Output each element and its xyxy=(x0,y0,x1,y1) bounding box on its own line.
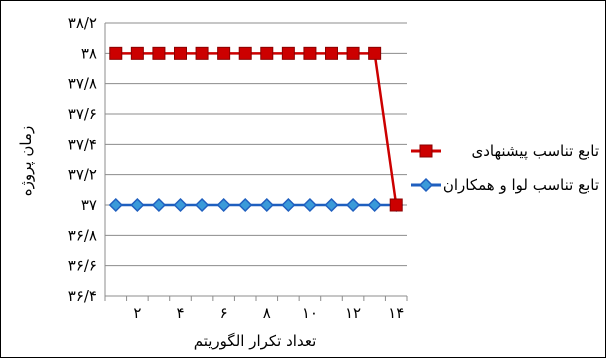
y-axis-title: زمان پروژه xyxy=(17,126,36,196)
y-tick-label: ۳۶/۶ xyxy=(68,257,97,275)
legend-label: تابع تناسب پیشنهادی xyxy=(471,142,599,161)
series-lua xyxy=(108,197,404,213)
x-tick-label: ۱۴ xyxy=(388,304,404,322)
x-tick-label: ۱۲ xyxy=(345,304,361,322)
y-tick-label: ۳۷/۸ xyxy=(68,75,97,93)
data-point-diamond xyxy=(195,197,210,213)
data-point-diamond xyxy=(281,197,296,213)
data-point-square xyxy=(195,46,209,60)
series-proposed xyxy=(109,46,403,212)
x-tick-labels: ۲ ۴ ۶ ۸ ۱۰ ۱۲ ۱۴ xyxy=(133,304,404,322)
y-tick-label: ۳۶/۸ xyxy=(68,226,97,244)
x-tick-label: ۶ xyxy=(220,304,228,322)
data-point-square xyxy=(238,46,252,60)
data-point-square xyxy=(109,46,123,60)
data-point-diamond xyxy=(108,197,123,213)
data-point-diamond xyxy=(216,197,231,213)
data-point-diamond xyxy=(130,197,145,213)
y-tick-label: ۳۷/۲ xyxy=(68,166,97,184)
gridlines xyxy=(105,22,407,297)
data-point-square xyxy=(260,46,274,60)
y-tick-label: ۳۷ xyxy=(81,196,97,214)
data-point-diamond xyxy=(346,197,361,213)
x-tick-label: ۸ xyxy=(263,304,271,322)
data-point-diamond xyxy=(151,197,166,213)
series xyxy=(108,46,404,213)
data-point-diamond xyxy=(302,197,317,213)
data-point-square xyxy=(303,46,317,60)
x-tick-label: ۱۰ xyxy=(302,304,318,322)
data-point-square xyxy=(130,46,144,60)
data-point-square xyxy=(346,46,360,60)
data-point-diamond xyxy=(238,197,253,213)
legend: تابع تناسب پیشنهادی تابع تناسب لوا و همکا… xyxy=(411,142,599,194)
x-tick-label: ۲ xyxy=(133,304,141,322)
legend-item-lua: تابع تناسب لوا و همکاران xyxy=(411,176,599,194)
data-point-square xyxy=(174,46,187,60)
y-tick-label: ۳۷/۶ xyxy=(68,105,97,123)
y-tick-label: ۳۶/۴ xyxy=(68,287,97,305)
series-line xyxy=(115,52,398,206)
legend-marker-diamond xyxy=(418,177,434,193)
data-point-square xyxy=(368,46,382,60)
legend-item-proposed: تابع تناسب پیشنهادی xyxy=(411,142,599,161)
data-point-square xyxy=(152,46,166,60)
legend-marker-square xyxy=(419,144,433,158)
y-tick-labels: ۳۶/۴ ۳۶/۶ ۳۶/۸ ۳۷ ۳۷/۲ ۳۷/۴ ۳۷/۶ ۳۷/۸ ۳۸ ۳۸/۲ xyxy=(68,14,97,305)
data-point-square xyxy=(389,198,403,212)
data-point-square xyxy=(281,46,295,60)
axes xyxy=(104,23,408,301)
data-point-diamond xyxy=(324,197,339,213)
y-tick-label: ۳۷/۴ xyxy=(68,135,97,153)
data-point-diamond xyxy=(173,197,188,213)
data-point-diamond xyxy=(367,197,382,213)
x-tick-label: ۴ xyxy=(176,304,184,322)
data-point-diamond xyxy=(259,197,274,213)
x-axis-title: تعداد تکرار الگوریتم xyxy=(194,332,317,350)
y-tick-label: ۳۸/۲ xyxy=(68,14,97,32)
data-point-square xyxy=(217,46,231,60)
data-point-square xyxy=(325,46,338,60)
legend-label: تابع تناسب لوا و همکاران xyxy=(443,176,599,194)
y-tick-label: ۳۸ xyxy=(81,44,97,62)
